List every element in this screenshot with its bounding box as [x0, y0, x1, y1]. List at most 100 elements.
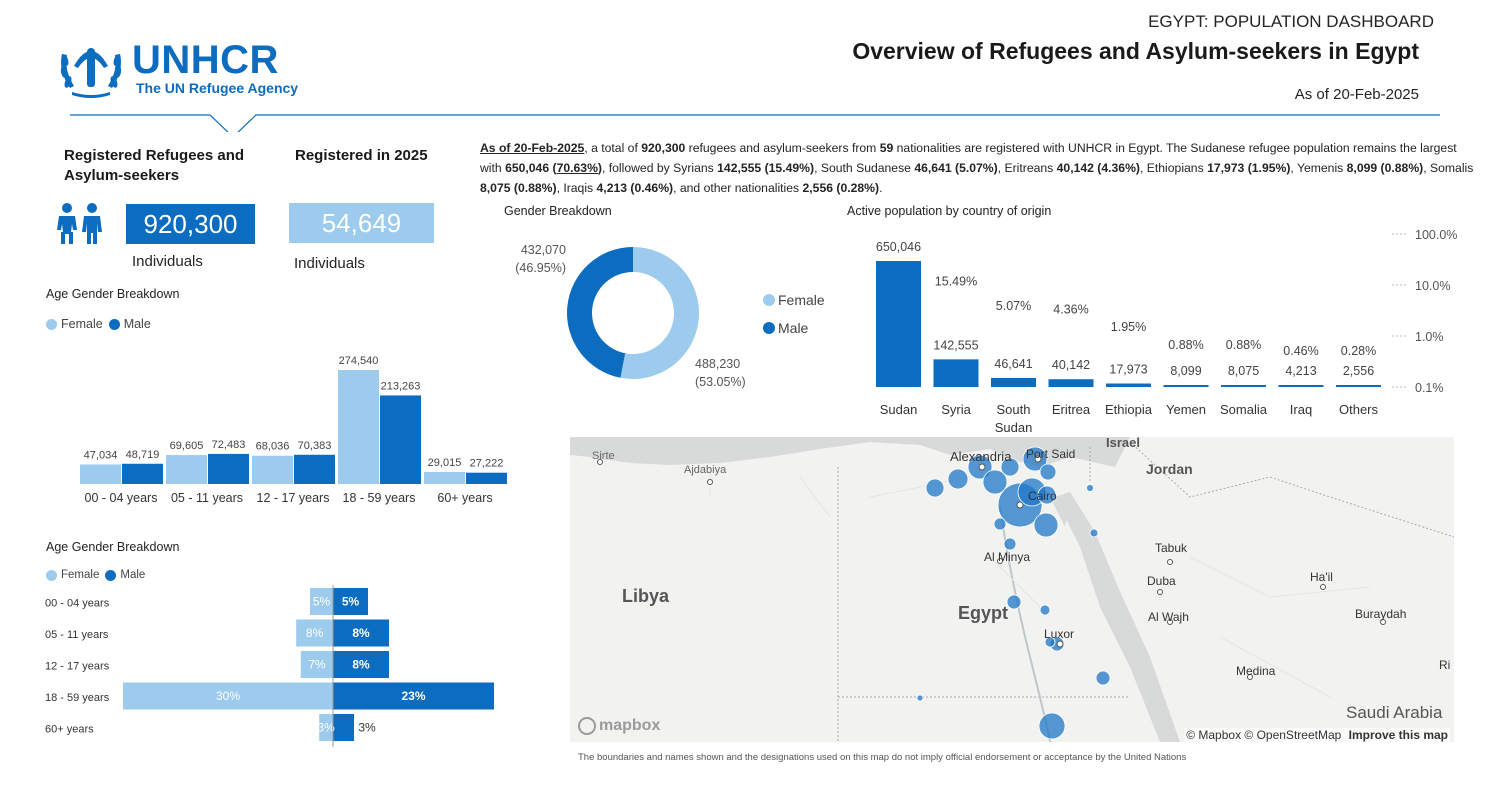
- female-legend-dot: [46, 569, 57, 581]
- summary-text: , and other nationalities: [673, 181, 803, 195]
- age-category-label: 60+ years: [437, 491, 492, 505]
- age-category-label: 12 - 17 years: [257, 491, 330, 505]
- summary-text: refugees and asylum-seekers from: [685, 141, 880, 155]
- logo-tagline: The UN Refugee Agency: [136, 80, 299, 96]
- country-percent-label: 0.88%: [1168, 338, 1203, 352]
- map-attribution-text[interactable]: © Mapbox © OpenStreetMap: [1186, 728, 1342, 742]
- summary-others: 2,556 (0.28%): [802, 181, 880, 195]
- country-category-label: Iraq: [1290, 402, 1312, 417]
- unhcr-logo: UNHCR The UN Refugee Agency: [56, 36, 306, 102]
- map-bubble[interactable]: [1000, 457, 1020, 477]
- country-category-label: Sudan: [880, 402, 918, 417]
- map-bubble[interactable]: [1003, 537, 1017, 551]
- map-bubble[interactable]: [1044, 636, 1056, 648]
- kpi-2025-value: 54,649: [289, 203, 434, 243]
- map-label-al-wajh: Al Wajh: [1148, 610, 1189, 624]
- summary-ethiopia: 17,973 (1.95%): [1207, 161, 1291, 175]
- age-bar-label: 274,540: [339, 355, 379, 367]
- map-bubble[interactable]: [993, 517, 1007, 531]
- age-category-label: 05 - 11 years: [171, 491, 243, 505]
- pyramid-bar-male: [333, 619, 389, 647]
- legend-female[interactable]: Female: [61, 317, 103, 331]
- summary-syria: 142,555 (15.49%): [717, 161, 815, 175]
- pyramid-label-female: 30%: [216, 689, 240, 703]
- pyramid-legend-female[interactable]: Female: [61, 569, 100, 581]
- country-category-label: Syria: [941, 402, 971, 417]
- improve-map-link[interactable]: Improve this map: [1348, 728, 1448, 742]
- secondary-axis-label: 100.0%: [1415, 228, 1457, 242]
- map-bubble[interactable]: [916, 694, 924, 702]
- mapbox-logo[interactable]: mapbox: [578, 717, 660, 735]
- summary-paragraph: As of 20-Feb-2025, a total of 920,300 re…: [480, 141, 1474, 195]
- map-bubble[interactable]: [1006, 594, 1022, 610]
- summary-text: , South Sudanese: [814, 161, 915, 175]
- as-of-date: As of 20-Feb-2025: [1294, 86, 1419, 103]
- age-bar-male: [122, 463, 163, 484]
- map-bubble[interactable]: [1086, 484, 1094, 492]
- kpi-2025-label: Registered in 2025: [295, 147, 428, 164]
- map-bubble[interactable]: [1039, 463, 1057, 481]
- map-label-cairo: Cairo: [1028, 489, 1057, 503]
- country-bar: [1163, 385, 1209, 387]
- age-bar-label: 48,719: [126, 449, 160, 461]
- refugee-map[interactable]: Alexandria Port Said Cairo Al Minya Luxo…: [570, 437, 1454, 742]
- donut-legend-female: Female: [778, 292, 825, 308]
- country-value-label: 8,075: [1228, 364, 1259, 378]
- pyramid-bar-female: [300, 651, 333, 678]
- map-bubble[interactable]: [1033, 512, 1059, 538]
- summary-text: , Yemenis: [1290, 161, 1347, 175]
- map-label-saudi-arabia: Saudi Arabia: [1346, 703, 1443, 722]
- age-bar-label: 27,222: [470, 458, 504, 470]
- city-marker: [1247, 674, 1253, 680]
- age-gender-legend: Female Male: [46, 317, 151, 331]
- city-marker: [1380, 619, 1386, 625]
- country-percent-label: 0.28%: [1341, 344, 1376, 358]
- pyramid-legend-male[interactable]: Male: [120, 569, 146, 581]
- secondary-axis-label: 1.0%: [1415, 330, 1444, 344]
- unhcr-emblem-icon: [60, 48, 122, 98]
- map-label-israel: Israel: [1106, 437, 1140, 450]
- summary-sudan-pct: 70.63%: [556, 161, 598, 175]
- city-marker: [997, 558, 1003, 564]
- map-label-jordan: Jordan: [1146, 461, 1193, 477]
- pyramid-bar-male: [333, 714, 354, 741]
- country-value-label: 2,556: [1343, 364, 1374, 378]
- age-bar-label: 213,263: [381, 380, 421, 392]
- map-disclaimer: The boundaries and names shown and the d…: [578, 752, 1187, 763]
- age-bar-label: 29,015: [428, 457, 462, 469]
- map-bubble[interactable]: [1039, 604, 1051, 616]
- country-value-label: 40,142: [1052, 358, 1090, 372]
- gender-chart-title: Gender Breakdown: [504, 204, 612, 218]
- donut-legend-male: Male: [778, 320, 809, 336]
- city-marker: [978, 463, 986, 471]
- pyramid-bar-male: [333, 682, 494, 710]
- country-bar: [1336, 385, 1381, 387]
- pyramid-legend: Female Male: [46, 569, 145, 581]
- pyramid-label-female: 8%: [306, 626, 324, 640]
- legend-male[interactable]: Male: [123, 317, 151, 331]
- age-bar-male: [294, 454, 335, 484]
- age-bar-label: 69,605: [170, 440, 204, 452]
- map-bubble[interactable]: [947, 468, 969, 490]
- age-bar-label: 68,036: [256, 441, 290, 453]
- map-bubble[interactable]: [1089, 528, 1099, 538]
- map-bubble[interactable]: [1095, 670, 1111, 686]
- country-percent-label: 15.49%: [935, 274, 977, 288]
- country-percent-label: 4.36%: [1053, 302, 1088, 316]
- map-bubble[interactable]: [982, 469, 1008, 495]
- country-value-label: 142,555: [933, 338, 978, 352]
- pyramid-label-female: 5%: [313, 595, 331, 609]
- summary-iraq: 4,213 (0.46%): [596, 181, 674, 195]
- map-bubble[interactable]: [925, 478, 945, 498]
- gender-donut-chart: 488,230 (53.05%) 432,070 (46.95%) Female Male: [515, 243, 825, 389]
- summary-eritrea: 40,142 (4.36%): [1056, 161, 1140, 175]
- map-bubble[interactable]: [1038, 712, 1066, 740]
- map-label-alexandria: Alexandria: [950, 449, 1012, 464]
- country-category-label: Eritrea: [1052, 402, 1091, 417]
- map-bubbles[interactable]: [570, 437, 1454, 742]
- pyramid-label-male: 8%: [352, 658, 370, 672]
- map-bubble[interactable]: [1037, 485, 1057, 505]
- country-category-label: Ethiopia: [1105, 402, 1153, 417]
- pyramid-category-label: 18 - 59 years: [45, 692, 110, 704]
- city-marker: [1016, 501, 1024, 509]
